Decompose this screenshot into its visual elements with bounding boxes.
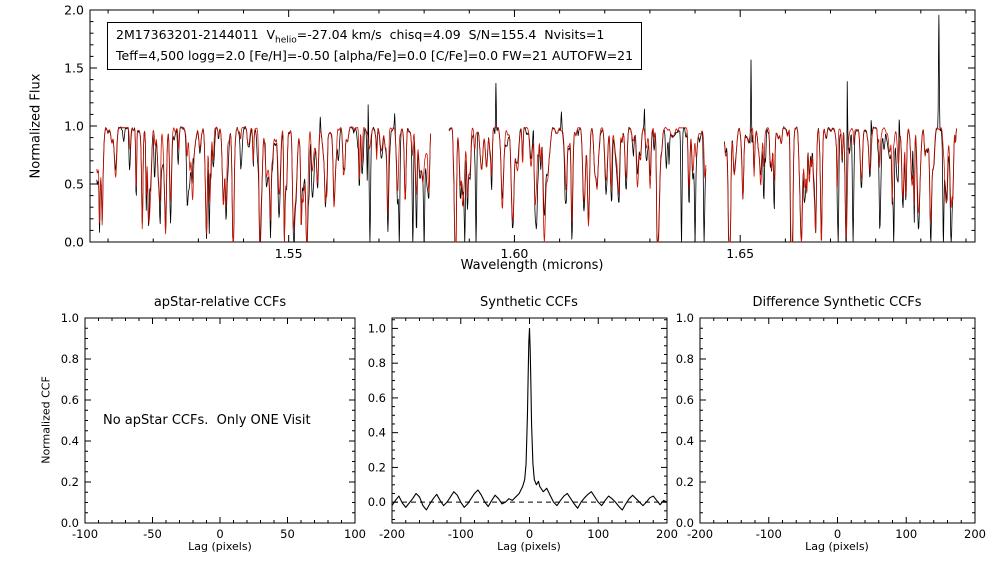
svg-text:0.8: 0.8 xyxy=(676,352,694,366)
top-y-axis-label: Normalized Flux xyxy=(28,73,44,179)
svg-text:2.0: 2.0 xyxy=(64,2,84,17)
synthetic-x-axis-label: Lag (pixels) xyxy=(497,540,561,553)
svg-text:0.4: 0.4 xyxy=(676,434,694,448)
svg-text:1.0: 1.0 xyxy=(676,311,694,325)
no-ccf-message: No apStar CCFs. Only ONE Visit xyxy=(103,413,311,428)
svg-text:0: 0 xyxy=(216,527,223,541)
svg-text:0: 0 xyxy=(834,527,841,541)
svg-text:0.2: 0.2 xyxy=(676,475,694,489)
svg-text:0.4: 0.4 xyxy=(61,434,79,448)
svg-text:-200: -200 xyxy=(379,527,405,541)
svg-text:1.55: 1.55 xyxy=(275,246,303,261)
annotation-star-id: 2M17363201-2144011 V xyxy=(116,27,276,42)
svg-text:0.6: 0.6 xyxy=(61,393,79,407)
svg-text:100: 100 xyxy=(895,527,917,541)
panel-title-difference-ccf: Difference Synthetic CCFs xyxy=(752,295,922,310)
svg-text:-100: -100 xyxy=(448,527,474,541)
annotation-fit-stats: =-27.04 km/s chisq=4.09 S/N=155.4 Nvisit… xyxy=(296,27,605,42)
annotation-vhelio-subscript: helio xyxy=(275,35,297,46)
svg-text:0.5: 0.5 xyxy=(64,176,84,191)
svg-text:1.5: 1.5 xyxy=(64,60,84,75)
annotation-line-1: 2M17363201-2144011 Vhelio=-27.04 km/s ch… xyxy=(116,26,633,47)
svg-text:1.65: 1.65 xyxy=(726,246,754,261)
svg-text:-200: -200 xyxy=(687,527,713,541)
annotation-box: 2M17363201-2144011 Vhelio=-27.04 km/s ch… xyxy=(107,22,643,70)
svg-text:1.60: 1.60 xyxy=(501,246,529,261)
svg-text:1.0: 1.0 xyxy=(368,321,386,335)
svg-text:0.6: 0.6 xyxy=(368,391,386,405)
top-x-axis-label: Wavelength (microns) xyxy=(460,258,604,273)
svg-text:0.0: 0.0 xyxy=(676,516,694,530)
svg-text:200: 200 xyxy=(656,527,678,541)
svg-text:-100: -100 xyxy=(72,527,98,541)
svg-text:0.0: 0.0 xyxy=(64,234,84,249)
svg-text:0.6: 0.6 xyxy=(676,393,694,407)
svg-text:-50: -50 xyxy=(143,527,162,541)
panel-title-apstar-ccf: apStar-relative CCFs xyxy=(153,295,287,310)
apstar-x-axis-label: Lag (pixels) xyxy=(188,540,252,553)
svg-text:100: 100 xyxy=(587,527,609,541)
difference-x-axis-label: Lag (pixels) xyxy=(805,540,869,553)
svg-text:0.0: 0.0 xyxy=(368,495,386,509)
svg-text:0.4: 0.4 xyxy=(368,426,386,440)
svg-text:-100: -100 xyxy=(756,527,782,541)
svg-text:0.8: 0.8 xyxy=(61,352,79,366)
ccf-y-axis-label: Normalized CCF xyxy=(39,376,53,464)
svg-text:0.0: 0.0 xyxy=(61,516,79,530)
svg-text:1.0: 1.0 xyxy=(61,311,79,325)
annotation-line-2: Teff=4,500 logg=2.0 [Fe/H]=-0.50 [alpha/… xyxy=(116,48,634,64)
svg-text:0.2: 0.2 xyxy=(61,475,79,489)
svg-text:0: 0 xyxy=(526,527,533,541)
svg-text:0.8: 0.8 xyxy=(368,356,386,370)
svg-text:100: 100 xyxy=(344,527,366,541)
svg-text:0.2: 0.2 xyxy=(368,460,386,474)
panel-title-synthetic-ccf: Synthetic CCFs xyxy=(480,295,578,310)
svg-text:200: 200 xyxy=(964,527,986,541)
svg-text:50: 50 xyxy=(280,527,295,541)
svg-text:1.0: 1.0 xyxy=(64,118,84,133)
